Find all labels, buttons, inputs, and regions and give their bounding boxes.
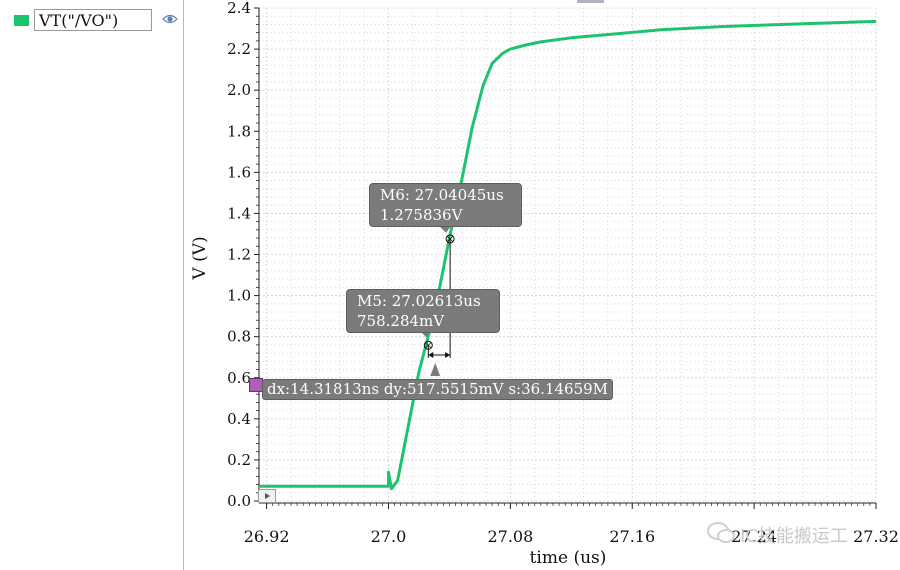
series-layer	[259, 19, 877, 491]
y-tick-label: 1.6	[227, 163, 251, 181]
eye-icon[interactable]	[162, 13, 178, 25]
marker-m5-point-cross	[425, 341, 432, 349]
legend-label[interactable]: VT("/VO")	[34, 9, 152, 31]
plot-area: 0.00.20.40.60.81.01.21.41.61.82.02.22.4 …	[190, 0, 899, 568]
watermark-label: IC技能搬运工	[740, 526, 848, 547]
x-tick-label: 27.08	[487, 527, 533, 546]
y-tick-label: 0.0	[227, 492, 251, 510]
series-line-vo	[259, 19, 877, 491]
marker-m6-point	[445, 234, 455, 244]
y-tick-label: 1.0	[227, 287, 251, 305]
delta-arrow-head-left	[428, 352, 434, 358]
marker-m5-time: M5: 27.02613us	[357, 292, 481, 310]
y-tick-label: 0.2	[227, 451, 251, 469]
y-tick-label: 0.8	[227, 328, 251, 346]
x-tick-label: 27.24	[731, 527, 777, 546]
y-tick-label: 1.4	[227, 204, 251, 222]
x-tick-label: 27.0	[371, 527, 407, 546]
marker-m5-value: 758.284mV	[357, 312, 445, 330]
play-icon[interactable]	[258, 489, 276, 503]
delta-label[interactable]: dx:14.31813ns dy:517.5515mV s:36.14659M	[262, 379, 614, 400]
delta-marker-icon[interactable]	[249, 378, 263, 392]
marker-m5-point	[423, 340, 433, 350]
marker-m5-label[interactable]: M5: 27.02613us 758.284mV	[346, 289, 500, 333]
x-tick-labels: 26.92 27.0 27.08 27.16 27.24 27.32	[244, 527, 899, 546]
grid	[259, 7, 877, 502]
delta-pointer	[430, 363, 441, 376]
legend-swatch	[14, 15, 29, 26]
marker-m6-label[interactable]: M6: 27.04045us 1.275836V	[369, 183, 522, 227]
y-tick-label: 0.6	[227, 369, 251, 387]
marker-m6-tail	[440, 226, 451, 233]
axes	[254, 7, 877, 509]
y-tick-labels: 0.0 0.2 0.4 0.6 0.8 1.0 1.2 1.4 1.6 1.8 2.0 2.2 2.4	[227, 0, 251, 510]
x-tick-label: 27.16	[609, 527, 655, 546]
y-tick-label: 0.4	[227, 410, 251, 428]
legend-item[interactable]: VT("/VO")	[8, 9, 178, 33]
x-tick-label: 26.92	[244, 527, 290, 546]
x-tick-label: 27.32	[853, 527, 899, 546]
x-axis-label: time (us)	[530, 548, 607, 568]
y-tick-label: 2.4	[227, 0, 251, 17]
marker-m6-value: 1.275836V	[380, 206, 463, 224]
y-tick-label: 1.8	[227, 122, 251, 140]
marker-m6-time: M6: 27.04045us	[380, 186, 504, 204]
wechat-logo-icon	[707, 522, 735, 543]
delta-arrow-head-right	[445, 352, 451, 358]
marker-m6-point-cross	[446, 235, 454, 243]
y-tick-label: 2.0	[227, 81, 251, 99]
y-tick-label: 2.2	[227, 40, 251, 58]
y-tick-label: 1.2	[227, 246, 251, 264]
watermark-text: IC技能搬运工	[700, 522, 848, 548]
y-axis-label: V (V)	[190, 236, 210, 280]
legend-panel: VT("/VO")	[0, 0, 184, 570]
top-scroll-knob[interactable]	[577, 0, 604, 3]
